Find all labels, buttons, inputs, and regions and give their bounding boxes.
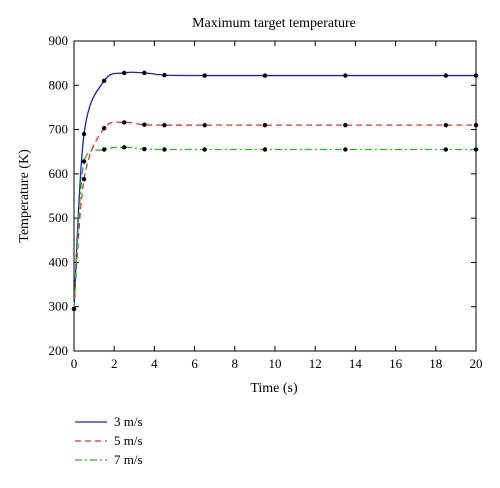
data-point <box>343 73 348 78</box>
y-tick-label: 300 <box>49 299 69 314</box>
plot-frame <box>73 40 477 352</box>
data-point <box>262 73 268 78</box>
data-point <box>101 147 107 152</box>
data-point <box>81 159 87 164</box>
y-axis-label: Temperature (K) <box>17 149 32 243</box>
data-point <box>142 122 147 127</box>
data-point <box>81 131 87 137</box>
data-point <box>443 147 449 152</box>
x-tick-label: 0 <box>71 356 78 371</box>
x-axis-label: Time (s) <box>250 381 298 396</box>
x-tick-label: 10 <box>269 356 282 371</box>
y-tick-label: 500 <box>49 210 69 225</box>
data-point <box>262 122 268 128</box>
legend-label: 5 m/s <box>114 433 143 448</box>
data-point <box>162 72 167 78</box>
x-tick-label: 4 <box>151 356 158 371</box>
x-tick-label: 18 <box>429 356 442 371</box>
data-point <box>443 73 449 78</box>
series-7-m-s <box>71 145 479 312</box>
series-line-7-m-s <box>73 146 476 309</box>
data-point <box>473 122 479 128</box>
x-tick-label: 6 <box>191 356 198 371</box>
data-point <box>101 78 107 84</box>
x-tick-label: 16 <box>389 356 403 371</box>
data-point <box>142 146 147 152</box>
x-tick-label: 8 <box>232 356 239 371</box>
series-3-m-s <box>71 70 479 312</box>
y-tick-label: 600 <box>49 166 69 181</box>
data-point <box>473 147 479 152</box>
legend: 3 m/s 5 m/s 7 m/s <box>75 414 143 467</box>
legend-label: 7 m/s <box>114 452 143 467</box>
data-point <box>443 122 449 128</box>
y-tick-label: 900 <box>49 33 69 48</box>
data-point <box>122 145 127 150</box>
legend-entry-7-m-s: 7 m/s <box>75 452 143 467</box>
data-point <box>473 73 479 78</box>
data-point <box>343 147 348 152</box>
y-tick-label: 700 <box>49 122 69 137</box>
data-point <box>162 122 167 128</box>
data-point <box>122 70 127 76</box>
data-point <box>262 147 268 152</box>
series-line-3-m-s <box>73 71 476 309</box>
data-point <box>81 176 87 182</box>
data-point <box>142 70 147 76</box>
data-point <box>162 147 167 152</box>
data-point <box>202 122 207 128</box>
legend-label: 3 m/s <box>114 414 143 429</box>
y-tick-label: 800 <box>49 77 69 92</box>
data-point <box>343 122 348 128</box>
axis-ticks: 0 2 4 6 8 10 12 14 16 18 20 200 300 400 500 600 700 800 90… <box>49 33 483 371</box>
series-layer <box>71 70 479 312</box>
x-tick-label: 12 <box>309 356 322 371</box>
data-point <box>202 73 207 78</box>
legend-entry-3-m-s: 3 m/s <box>75 414 143 429</box>
data-point <box>202 147 207 152</box>
y-tick-label: 200 <box>49 343 69 358</box>
x-tick-label: 2 <box>111 356 118 371</box>
data-point <box>122 120 127 125</box>
x-tick-label: 14 <box>349 356 363 371</box>
y-tick-label: 400 <box>49 254 69 269</box>
chart-title: Maximum target temperature <box>192 16 356 31</box>
legend-entry-5-m-s: 5 m/s <box>75 433 143 448</box>
x-tick-label: 20 <box>470 356 483 371</box>
data-point <box>71 306 77 312</box>
data-point <box>101 126 107 131</box>
